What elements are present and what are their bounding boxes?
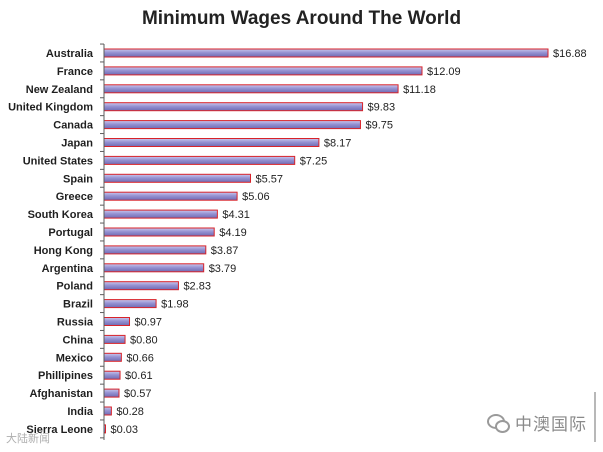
value-label: $16.88	[553, 48, 587, 60]
divider-line	[594, 392, 596, 442]
category-label: United Kingdom	[8, 102, 93, 114]
bar	[103, 388, 120, 398]
bar	[103, 227, 215, 237]
bar	[103, 48, 549, 58]
bars-layer	[100, 43, 549, 439]
value-label: $0.80	[130, 334, 158, 346]
value-label: $1.98	[161, 299, 189, 311]
category-label: Greece	[56, 191, 93, 203]
bar	[103, 281, 179, 291]
value-label: $0.28	[116, 406, 144, 418]
category-label: Argentina	[42, 263, 94, 275]
value-label: $0.97	[135, 317, 163, 329]
wechat-watermark-text: 中澳国际	[515, 415, 587, 435]
value-label: $12.09	[427, 66, 461, 78]
category-label: France	[57, 66, 93, 78]
bar	[103, 120, 361, 130]
bar	[103, 138, 320, 147]
bar	[103, 370, 121, 380]
category-label: Brazil	[63, 299, 93, 311]
category-label: Australia	[46, 48, 94, 60]
value-label: $3.87	[211, 245, 239, 257]
value-label: $4.19	[219, 227, 247, 239]
category-label: New Zealand	[26, 84, 93, 96]
bar	[103, 102, 364, 112]
value-label: $11.18	[403, 84, 436, 96]
labels-layer: Australia $16.88 France $12.09 New Zealand $1…	[8, 48, 587, 436]
category-label: Sierra Leone	[26, 424, 93, 436]
category-label: Phillipines	[38, 370, 93, 382]
category-label: Afghanistan	[29, 388, 93, 400]
bar	[103, 245, 207, 255]
category-label: Japan	[61, 138, 93, 150]
category-label: Spain	[63, 173, 93, 185]
bar	[103, 191, 238, 201]
wechat-icon	[487, 413, 510, 433]
chart-title: Minimum Wages Around The World	[141, 8, 462, 29]
category-label: Poland	[56, 281, 93, 293]
value-label: $5.06	[242, 191, 270, 203]
value-label: $9.83	[368, 102, 396, 114]
value-label: $0.66	[126, 352, 154, 364]
value-label: $9.75	[365, 120, 393, 132]
bar	[103, 209, 218, 219]
value-label: $5.57	[256, 173, 284, 185]
category-label: Hong Kong	[34, 245, 93, 257]
bar	[103, 155, 296, 165]
value-label: $3.79	[209, 263, 237, 275]
bar	[103, 66, 423, 76]
value-label: $2.83	[183, 281, 211, 293]
category-label: Canada	[53, 120, 94, 132]
bar	[103, 263, 205, 273]
bar	[103, 334, 126, 344]
category-label: China	[62, 334, 93, 346]
category-label: India	[67, 406, 94, 418]
category-label: Mexico	[56, 352, 94, 364]
category-label: Russia	[57, 317, 94, 329]
wechat-watermark: 中澳国际	[487, 410, 587, 435]
value-label: $7.25	[300, 155, 328, 167]
value-label: $0.57	[124, 388, 152, 400]
value-label: $0.61	[125, 370, 153, 382]
weibo-watermark: 大陆新闻	[6, 432, 50, 445]
bar	[103, 352, 122, 362]
bar	[103, 406, 112, 416]
value-label: $4.31	[222, 209, 250, 221]
category-label: Portugal	[48, 227, 93, 239]
category-label: United States	[23, 155, 93, 167]
bar	[103, 299, 157, 309]
bar	[103, 84, 399, 94]
bar	[103, 173, 252, 183]
value-label: $0.03	[111, 424, 139, 436]
category-label: South Korea	[28, 209, 94, 221]
bar	[103, 317, 131, 326]
value-label: $8.17	[324, 138, 352, 150]
